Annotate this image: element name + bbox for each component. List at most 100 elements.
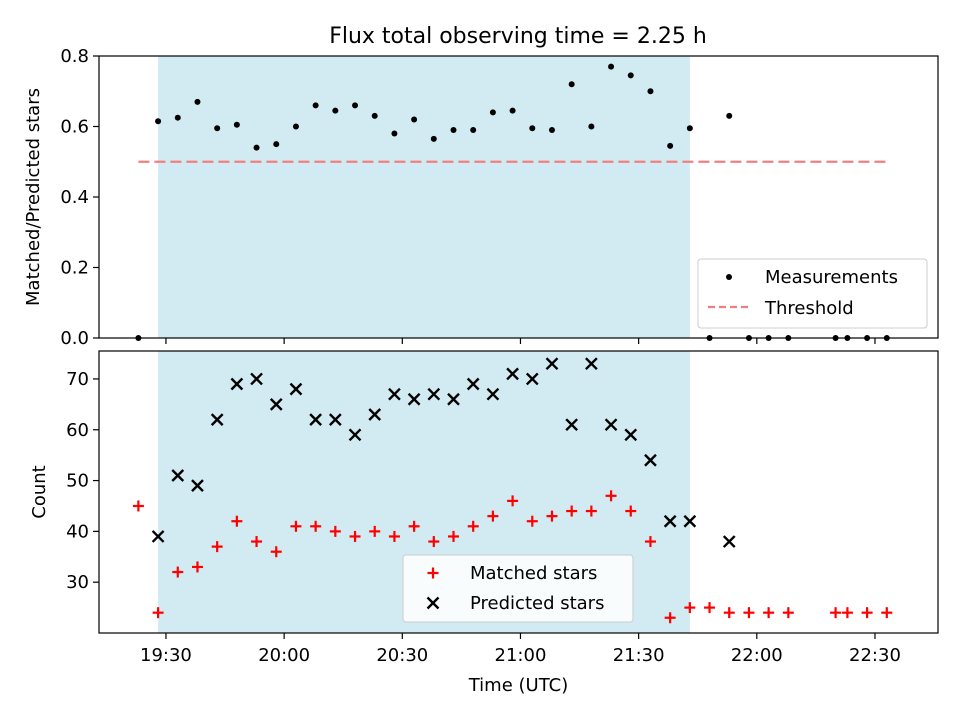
measurement-point bbox=[292, 123, 299, 130]
matched-star-point bbox=[132, 500, 144, 512]
measurement-point bbox=[352, 102, 359, 109]
measurement-point bbox=[391, 130, 398, 137]
predicted-star-point bbox=[309, 413, 322, 426]
measurement-point bbox=[470, 127, 477, 134]
top-legend: Measurements Threshold bbox=[697, 258, 928, 329]
x-tick-label: 22:00 bbox=[731, 645, 783, 666]
measurement-point bbox=[155, 118, 162, 125]
predicted-star-point bbox=[486, 387, 500, 401]
predicted-star-point bbox=[328, 413, 342, 426]
measurement-point bbox=[411, 116, 418, 123]
measurement-point bbox=[548, 127, 555, 134]
x-tick-label: 20:30 bbox=[376, 645, 428, 666]
top-legend-box bbox=[697, 258, 928, 329]
predicted-star-point bbox=[663, 514, 677, 528]
matched-star-point bbox=[861, 607, 873, 619]
predicted-star-point bbox=[644, 453, 657, 467]
measurement-point bbox=[667, 142, 674, 149]
x-tick-label: 19:30 bbox=[140, 645, 192, 666]
top-y-axis: 0.0 0.2 0.4 0.6 0.8 bbox=[60, 46, 99, 349]
matched-star-point bbox=[625, 505, 637, 517]
legend-cross-glyph bbox=[426, 596, 440, 610]
x-tick-label: 21:30 bbox=[613, 645, 665, 666]
y-tick-label: 0.8 bbox=[60, 46, 89, 67]
matched-star-point bbox=[467, 520, 479, 532]
bottom-data-marks bbox=[132, 357, 893, 624]
matched-star-point bbox=[763, 607, 775, 619]
measurement-point bbox=[450, 127, 457, 134]
bottom-x-axis: 19:30 20:00 20:30 21:00 21:30 22:00 22:30 bbox=[140, 633, 901, 666]
matched-star-point bbox=[605, 490, 617, 502]
top-x-axis bbox=[165, 338, 876, 344]
chart-title: Flux total observing time = 2.25 h bbox=[329, 24, 707, 49]
measurement-point bbox=[430, 135, 437, 142]
measurement-point bbox=[588, 123, 595, 130]
y-tick-label: 50 bbox=[66, 471, 89, 492]
matched-star-point bbox=[231, 515, 243, 527]
predicted-star-point bbox=[545, 357, 559, 371]
measurement-point bbox=[312, 102, 319, 109]
legend-predicted-label: Predicted stars bbox=[470, 593, 604, 614]
predicted-star-point bbox=[604, 418, 618, 432]
top-y-axis-label: Matched/Predicted stars bbox=[23, 88, 44, 306]
top-panel: 0.00.20.40.60.8 Matched/Predicted stars … bbox=[23, 46, 939, 349]
matched-star-point bbox=[704, 602, 716, 614]
matched-star-point bbox=[329, 525, 341, 537]
matched-star-point bbox=[448, 530, 460, 542]
legend-matched-label: Matched stars bbox=[470, 563, 597, 584]
bottom-legend-box bbox=[402, 554, 634, 623]
predicted-star-point bbox=[348, 428, 362, 442]
measurement-point bbox=[253, 144, 260, 151]
predicted-star-point bbox=[565, 418, 579, 432]
measurement-point bbox=[568, 81, 575, 88]
bottom-y-axis-label: Count bbox=[29, 465, 50, 518]
matched-star-point bbox=[743, 607, 755, 619]
x-tick-label: 21:00 bbox=[495, 645, 547, 666]
measurement-point bbox=[489, 109, 496, 116]
y-tick-label: 30 bbox=[66, 572, 89, 593]
predicted-star-point bbox=[585, 357, 598, 371]
bottom-y-axis: 30 40 50 60 70 bbox=[66, 369, 99, 593]
measurement-point bbox=[233, 121, 240, 128]
matched-star-point bbox=[723, 607, 735, 619]
matched-star-point bbox=[782, 607, 794, 619]
predicted-star-point bbox=[250, 372, 263, 386]
matched-star-point bbox=[507, 495, 519, 507]
matched-star-point bbox=[172, 566, 184, 578]
matched-star-point bbox=[290, 520, 302, 532]
matched-star-point bbox=[585, 505, 597, 517]
observing-window-shade-top bbox=[158, 56, 690, 338]
measurement-point bbox=[608, 63, 615, 70]
predicted-star-point bbox=[171, 469, 185, 482]
y-tick-label: 0.0 bbox=[60, 328, 89, 349]
measurement-point bbox=[273, 141, 280, 148]
matched-star-point bbox=[664, 612, 676, 624]
matched-star-point bbox=[526, 515, 538, 527]
matched-star-point bbox=[546, 510, 558, 522]
predicted-star-point bbox=[151, 530, 165, 543]
predicted-star-point bbox=[269, 398, 283, 411]
predicted-star-point bbox=[289, 382, 303, 396]
matched-star-point bbox=[684, 602, 696, 614]
matched-star-point bbox=[644, 536, 656, 548]
matched-star-point bbox=[369, 525, 381, 537]
y-tick-label: 0.6 bbox=[60, 117, 89, 138]
top-data-marks bbox=[135, 63, 890, 341]
x-tick-label: 22:30 bbox=[849, 645, 901, 666]
matched-star-point bbox=[487, 510, 499, 522]
y-tick-label: 0.2 bbox=[60, 258, 89, 279]
matched-star-point bbox=[191, 561, 203, 573]
matched-star-point bbox=[310, 520, 322, 532]
predicted-star-point bbox=[368, 408, 382, 421]
matched-star-point bbox=[408, 520, 420, 532]
measurement-point bbox=[509, 107, 516, 114]
measurement-point bbox=[647, 88, 654, 95]
measurement-point bbox=[194, 98, 201, 105]
matched-star-point bbox=[270, 546, 282, 558]
predicted-star-point bbox=[466, 377, 480, 391]
predicted-star-point bbox=[722, 535, 736, 548]
bottom-legend: Matched stars Predicted stars bbox=[402, 554, 634, 623]
legend-measurements-marker bbox=[726, 274, 732, 280]
matched-star-point bbox=[152, 607, 164, 619]
